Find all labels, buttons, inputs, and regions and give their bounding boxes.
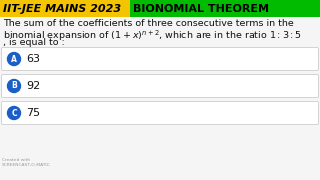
Text: , is equal to :: , is equal to : [3, 38, 65, 47]
Text: 63: 63 [26, 54, 40, 64]
Text: 92: 92 [26, 81, 40, 91]
Text: IIT-JEE MAINS 2023: IIT-JEE MAINS 2023 [3, 3, 125, 13]
Text: A: A [11, 55, 17, 64]
Text: BIONOMIAL THEOREM: BIONOMIAL THEOREM [133, 3, 269, 13]
Bar [130, 0, 320, 17]
Text: B: B [11, 82, 17, 91]
Circle shape [7, 80, 20, 93]
Circle shape [7, 53, 20, 66]
Circle shape [7, 107, 20, 120]
Text: The sum of the coefficients of three consecutive terms in the: The sum of the coefficients of three con… [3, 19, 294, 28]
Text: 75: 75 [26, 108, 40, 118]
Text: Created with
SCREENCAST-O-MATIC: Created with SCREENCAST-O-MATIC [2, 158, 51, 167]
Text: binomial expansion of $(1 + x)^{n+2}$, which are in the ratio $1 : 3 : 5$: binomial expansion of $(1 + x)^{n+2}$, w… [3, 28, 302, 43]
Bar [0, 0, 130, 17]
FancyBboxPatch shape [2, 102, 318, 125]
FancyBboxPatch shape [2, 75, 318, 98]
Text: C: C [11, 109, 17, 118]
FancyBboxPatch shape [2, 48, 318, 71]
